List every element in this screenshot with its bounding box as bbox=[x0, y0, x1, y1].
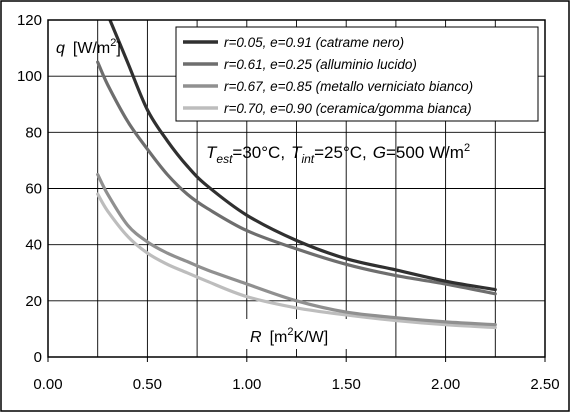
series-line-4 bbox=[96, 192, 497, 330]
legend-label-2: r=0.61, e=0.25 (alluminio lucido) bbox=[224, 57, 417, 72]
y-tick-label: 100 bbox=[17, 68, 42, 85]
x-tick-label: 2.50 bbox=[530, 376, 559, 393]
x-axis-symbol: R bbox=[250, 329, 262, 346]
series-layer bbox=[96, 20, 497, 330]
legend-label-4: r=0.70, e=0.90 (ceramica/gomma bianca) bbox=[224, 101, 472, 116]
legend: r=0.05, e=0.91 (catrame nero) r=0.61, e=0… bbox=[175, 26, 539, 122]
series-line-2 bbox=[96, 60, 497, 296]
y-tick-label: 20 bbox=[25, 293, 42, 310]
cond-g-sup: 2 bbox=[464, 142, 470, 154]
x-axis-unit-end: K/W] bbox=[293, 329, 328, 346]
cond-int-sub: int bbox=[301, 152, 314, 166]
x-axis-label-group: R [m2K/W] bbox=[243, 319, 351, 349]
plot-area-frame bbox=[47, 19, 546, 358]
y-tick-label: 80 bbox=[25, 124, 42, 141]
series-clip-group bbox=[96, 20, 497, 330]
cond-t-int: T bbox=[291, 143, 303, 162]
x-tick-label: 0.00 bbox=[33, 376, 62, 393]
x-axis-label: R [m2K/W] bbox=[250, 326, 328, 346]
legend-label-3: r=0.67, e=0.85 (metallo verniciato bianc… bbox=[224, 79, 473, 94]
cond-t-est: T bbox=[206, 143, 218, 162]
legend-label-1: r=0.05, e=0.91 (catrame nero) bbox=[224, 35, 404, 50]
y-axis-label: q [W/m2] bbox=[56, 37, 121, 57]
cond-int-value: =25°C, bbox=[314, 143, 367, 162]
cond-est-sub: est bbox=[216, 152, 233, 166]
tick-labels: 0 20 40 60 80 100 120 0.00 0.50 1.00 1.50 2.00 2.50 bbox=[17, 12, 560, 393]
x-tick-label: 0.50 bbox=[133, 376, 162, 393]
x-tick-label: 1.00 bbox=[232, 376, 261, 393]
y-tick-label: 40 bbox=[25, 237, 42, 254]
cond-g: G bbox=[373, 143, 386, 162]
y-axis-symbol: q bbox=[56, 40, 65, 57]
x-axis-unit-sup: 2 bbox=[287, 326, 293, 338]
series-line-1 bbox=[108, 20, 497, 292]
series-line-3 bbox=[96, 172, 497, 327]
y-tick-label: 0 bbox=[34, 349, 42, 366]
legend-box bbox=[175, 26, 539, 122]
x-axis-unit: [m bbox=[270, 329, 288, 346]
y-tick-label: 120 bbox=[17, 12, 42, 29]
y-axis-unit-end: ] bbox=[116, 40, 120, 57]
y-tick-label: 60 bbox=[25, 181, 42, 198]
x-axis-label-bg bbox=[243, 319, 351, 349]
y-axis-unit-sup: 2 bbox=[110, 37, 116, 49]
cond-g-value: =500 W/m bbox=[386, 143, 464, 162]
x-tick-label: 1.50 bbox=[332, 376, 361, 393]
y-axis-unit: [W/m bbox=[73, 40, 110, 57]
x-tick-label: 2.00 bbox=[431, 376, 460, 393]
conditions-annotation: Test=30°C, Tint=25°C, G=500 W/m2 bbox=[206, 142, 470, 166]
cond-est-value: =30°C, bbox=[232, 143, 285, 162]
